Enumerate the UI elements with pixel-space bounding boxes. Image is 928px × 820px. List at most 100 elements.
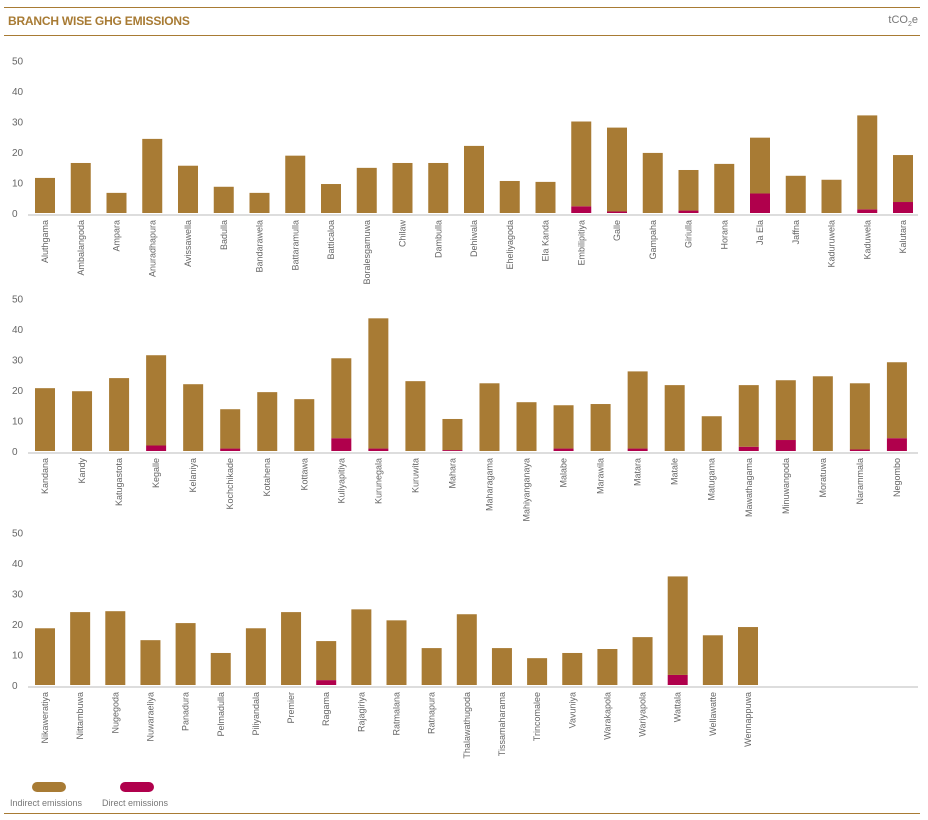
category-label: Kandy [77, 458, 87, 484]
bar-indirect [464, 145, 484, 213]
category-label: Bandarawela [255, 220, 265, 273]
bar-direct [750, 193, 770, 213]
category-label: Kochchikade [225, 458, 235, 510]
category-label: Aluthgama [40, 220, 50, 263]
bar-indirect [368, 318, 389, 449]
bar-indirect [627, 371, 648, 449]
bar-direct [442, 450, 463, 451]
bar-indirect [249, 192, 270, 213]
unit-sub: 2 [907, 21, 912, 29]
bar-indirect [632, 637, 653, 685]
bar-direct [220, 448, 241, 451]
bar-indirect [750, 137, 770, 194]
bar-indirect [535, 181, 556, 213]
category-label: Rajagiriya [356, 692, 366, 732]
title-rule [4, 35, 920, 36]
category-label: Kaduwela [862, 220, 872, 260]
category-label: Premier [286, 692, 296, 724]
category-label: Matale [670, 458, 680, 485]
category-label: Chilaw [398, 220, 408, 248]
bar-indirect [642, 152, 663, 213]
y-tick-label: 0 [12, 209, 18, 220]
category-label: Nugegoda [110, 692, 120, 734]
y-tick-label: 50 [12, 295, 24, 306]
category-label: Badulla [219, 220, 229, 250]
category-label: Gampaha [648, 220, 658, 260]
bar-indirect [257, 392, 278, 451]
category-label: Wennappuwa [743, 692, 753, 747]
category-label: Tissamaharama [497, 692, 507, 756]
category-label: Ragama [321, 692, 331, 726]
bar-direct [316, 680, 337, 685]
y-tick-label: 30 [12, 118, 24, 129]
category-label: Warakapola [602, 692, 612, 740]
bar-indirect [527, 658, 548, 685]
bar-indirect [553, 405, 574, 449]
y-tick-label: 50 [12, 57, 24, 68]
category-label: Mawathagama [744, 458, 754, 517]
category-label: Panadura [181, 692, 191, 731]
bar-direct [893, 202, 913, 213]
bar-indirect [106, 192, 127, 213]
bar-indirect [738, 627, 758, 685]
category-label: Vavuniya [567, 692, 577, 728]
category-label: Jaffna [791, 220, 801, 244]
category-label: Trincomalee [532, 692, 542, 741]
bar-indirect [516, 402, 537, 451]
y-tick-label: 30 [12, 356, 24, 367]
category-label: Ratnapura [427, 692, 437, 734]
bar-indirect [421, 648, 442, 685]
category-label: Malabe [559, 458, 569, 488]
category-label: Maharagama [484, 458, 494, 511]
bar-indirect [857, 115, 878, 210]
category-label: Katugastota [114, 458, 124, 506]
bar-indirect [281, 612, 302, 685]
bar-indirect [821, 179, 842, 213]
y-tick-label: 10 [12, 179, 24, 190]
category-label: Nuwaraeliya [145, 692, 155, 742]
bar-indirect [775, 380, 796, 441]
unit-label: tCO2e [888, 14, 918, 28]
category-label: Anuradhapura [147, 220, 157, 277]
bar-indirect [785, 175, 806, 213]
bar-indirect [321, 184, 341, 213]
bar-indirect [146, 355, 167, 446]
y-tick-label: 10 [12, 417, 24, 428]
category-label: Embilipitiya [576, 220, 586, 266]
y-tick-label: 40 [12, 325, 24, 336]
category-label: Piliyandala [251, 692, 261, 736]
bar-direct [368, 448, 389, 451]
top-rule [4, 7, 920, 8]
legend-direct: Direct emissions [102, 782, 168, 808]
bar-indirect [351, 609, 372, 685]
category-label: Boralesgamuwa [362, 220, 372, 285]
bar-indirect [316, 641, 337, 681]
bar-indirect [428, 162, 449, 213]
category-label: Ampara [112, 220, 122, 252]
bar-indirect [738, 385, 759, 447]
legend-indirect: Indirect emissions [10, 782, 82, 808]
category-label: Negombo [892, 458, 902, 497]
bar-indirect [245, 628, 266, 685]
legend-label-indirect: Indirect emissions [10, 798, 83, 808]
bar-indirect [702, 635, 723, 685]
legend-swatch-indirect [32, 782, 66, 792]
y-tick-label: 20 [12, 386, 24, 397]
y-tick-label: 10 [12, 651, 24, 662]
category-label: Ratmalana [392, 692, 402, 736]
bar-indirect [499, 180, 520, 213]
category-label: Marawila [596, 458, 606, 494]
bar-indirect [331, 358, 352, 439]
category-label: Wellawatte [708, 692, 718, 736]
bar-indirect [886, 362, 907, 439]
bar-indirect [140, 640, 161, 685]
bar-indirect [812, 376, 833, 451]
category-label: Pelmadulla [216, 692, 226, 737]
category-label: Moratuwa [818, 458, 828, 498]
category-label: Matugama [707, 458, 717, 501]
category-label: Mahiyanganaya [522, 458, 532, 522]
category-label: Kuliyapitiya [336, 458, 346, 504]
category-label: Kelaniya [188, 458, 198, 493]
category-label: Wariyapola [638, 692, 648, 737]
